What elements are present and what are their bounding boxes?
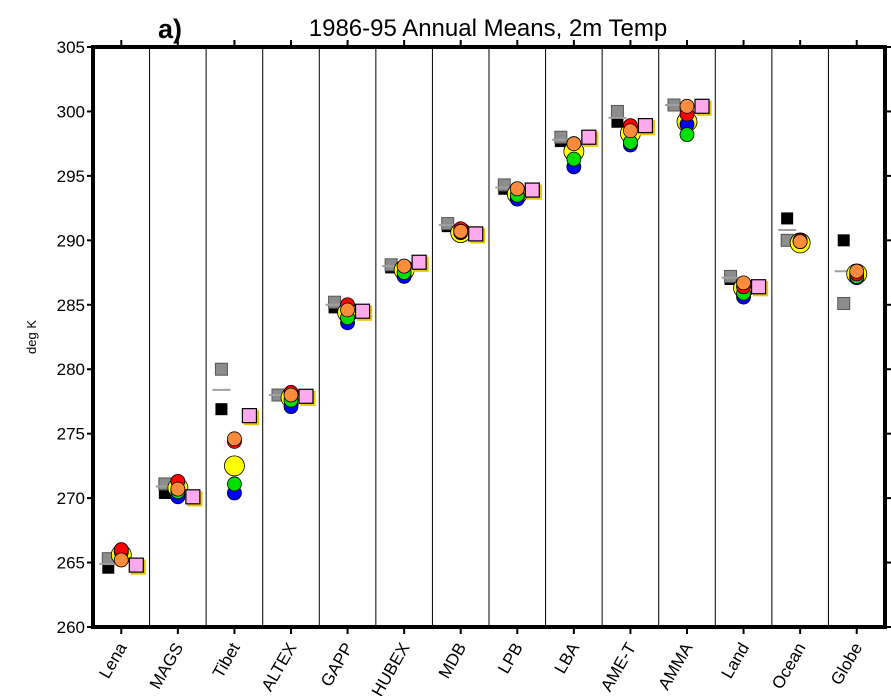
circle-marker — [283, 387, 299, 403]
square-marker — [328, 295, 342, 309]
framed-square-marker — [581, 129, 597, 145]
circle-marker — [849, 263, 865, 279]
framed-square-marker — [128, 557, 144, 573]
x-tick-label: AME-T — [597, 640, 640, 695]
y-tick-label: 305 — [57, 38, 85, 57]
plot-frame — [91, 45, 887, 629]
framed-square-marker — [524, 182, 540, 198]
x-tick-label: GAPP — [317, 640, 357, 690]
square-marker — [781, 212, 794, 225]
circle-marker — [170, 481, 186, 497]
y-tick-label: 285 — [57, 296, 85, 315]
framed-square-marker — [185, 489, 201, 505]
x-tick-label: Land — [718, 640, 753, 682]
y-tick-label: 270 — [57, 489, 85, 508]
circle-marker — [227, 431, 242, 447]
square-marker — [837, 296, 851, 310]
x-tick-label: Tibet — [209, 639, 244, 681]
square-marker — [214, 362, 228, 376]
framed-square-marker — [354, 303, 371, 319]
y-tick-label: 265 — [57, 554, 85, 573]
circle-marker — [792, 234, 808, 250]
circle-marker — [736, 275, 751, 291]
circle-marker — [566, 151, 582, 167]
x-tick-label: Globe — [827, 640, 866, 689]
y-axis-label: deg K — [24, 320, 39, 354]
x-tick-label: AMMA — [655, 639, 697, 693]
x-tick-label: ALTEX — [258, 640, 301, 695]
circle-marker — [227, 476, 242, 492]
y-tick-label: 300 — [57, 102, 85, 121]
x-tick-label: MDB — [435, 640, 470, 682]
x-tick-label: LBA — [551, 639, 584, 677]
framed-square-marker — [694, 98, 710, 114]
framed-square-marker — [411, 254, 427, 270]
x-tick-label: HUBEX — [368, 640, 414, 696]
circle-marker — [396, 258, 412, 274]
x-tick-label: LPB — [494, 640, 527, 677]
circle-marker — [566, 136, 582, 152]
x-tick-label: Lena — [95, 639, 131, 682]
chart-title: 1986-95 Annual Means, 2m Temp — [309, 15, 667, 42]
panel-label: a) — [158, 14, 182, 44]
framed-square-marker — [637, 118, 654, 134]
x-tick-label: Ocean — [768, 640, 810, 693]
square-marker — [724, 269, 738, 283]
square-marker — [554, 130, 568, 144]
circle-marker — [679, 98, 695, 114]
square-marker — [837, 234, 850, 247]
square-marker — [215, 403, 228, 416]
circle-marker — [224, 455, 245, 477]
circle-marker — [113, 552, 129, 568]
y-tick-label: 275 — [57, 425, 85, 444]
square-marker — [441, 217, 455, 231]
y-tick-label: 280 — [57, 360, 85, 379]
y-tick-label: 290 — [57, 231, 85, 250]
circle-marker — [623, 123, 638, 139]
circle-marker — [340, 302, 355, 318]
circle-marker — [453, 223, 469, 239]
x-tick-label: MAGS — [146, 640, 187, 693]
framed-square-marker — [298, 388, 314, 404]
square-marker — [610, 104, 624, 118]
framed-square-marker — [241, 408, 258, 424]
y-tick-label: 260 — [57, 618, 85, 637]
circle-marker — [509, 181, 525, 197]
circle-marker — [679, 127, 695, 143]
framed-square-marker — [468, 226, 484, 242]
y-tick-label: 295 — [57, 167, 85, 186]
framed-square-marker — [750, 279, 767, 295]
